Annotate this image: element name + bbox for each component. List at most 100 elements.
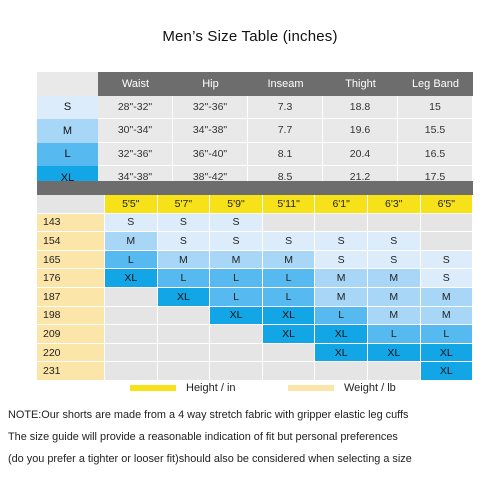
weight-legend-swatch [288, 385, 334, 391]
weight-label-cell: 165 [37, 250, 105, 270]
size-cell: S [367, 232, 421, 251]
empty-cell [315, 213, 368, 233]
size-cell: XL [420, 362, 473, 381]
size-cell: L [157, 269, 211, 288]
size-cell: M [367, 306, 421, 326]
table-cell: 28"-32" [98, 95, 173, 119]
size-cell: XL [262, 325, 316, 344]
column-header-inseam: Inseam [248, 72, 323, 96]
note-line: (do you prefer a tighter or looser fit)s… [8, 453, 412, 465]
measurement-table: Waist Hip Inseam Thight Leg Band S 28"-3… [37, 72, 473, 190]
measurement-header-row: Waist Hip Inseam Thight Leg Band [37, 72, 473, 96]
empty-cell [157, 306, 211, 326]
legend-height: Height / in [130, 382, 236, 394]
table-cell: 7.3 [248, 95, 323, 119]
size-cell: S [157, 213, 211, 233]
table-cell: 16.5 [398, 142, 473, 166]
size-label: M [37, 119, 98, 143]
empty-cell [420, 232, 473, 251]
size-cell: S [315, 232, 368, 251]
size-cell: S [420, 269, 473, 288]
size-cell: M [157, 250, 211, 270]
size-cell: M [105, 232, 158, 251]
empty-cell [367, 213, 421, 233]
height-header-cell: 5'9" [210, 195, 263, 214]
height-header-cell: 6'5" [420, 195, 473, 214]
weight-label-cell: 209 [37, 325, 105, 344]
table-row: 231 XL [37, 362, 473, 381]
weight-label-cell: 154 [37, 232, 105, 251]
height-header-cell: 5'5" [105, 195, 158, 214]
empty-cell [157, 343, 211, 363]
empty-cell [105, 343, 158, 363]
weight-label-cell: 176 [37, 269, 105, 288]
table-cell: 15 [398, 95, 473, 119]
table-row: 176 XL L L L M M S [37, 269, 473, 288]
height-header-cell: 6'3" [367, 195, 421, 214]
size-cell: M [367, 287, 421, 307]
size-cell: L [367, 325, 421, 344]
size-cell: XL [157, 287, 211, 307]
table-row: 143 S S S [37, 213, 473, 233]
empty-cell [210, 325, 263, 344]
empty-cell [210, 343, 263, 363]
empty-cell [157, 362, 211, 381]
column-header-thigh: Thight [323, 72, 398, 96]
table-cell: 32"-36" [98, 142, 173, 166]
empty-cell [367, 362, 421, 381]
size-cell: L [315, 306, 368, 326]
weight-label-cell: 187 [37, 287, 105, 307]
table-cell: 7.7 [248, 119, 323, 143]
note-line: NOTE:Our shorts are made from a 4 way st… [8, 409, 409, 421]
size-cell: S [157, 232, 211, 251]
column-header-waist: Waist [98, 72, 173, 96]
table-cell: 20.4 [323, 142, 398, 166]
fit-grid: 5'5" 5'7" 5'9" 5'11" 6'1" 6'3" 6'5" 143 S S S 154 M… [37, 195, 473, 381]
empty-cell [157, 325, 211, 344]
size-cell: XL [210, 306, 263, 326]
grid-corner [37, 195, 105, 214]
size-cell: L [420, 325, 473, 344]
size-cell: M [210, 250, 263, 270]
column-header-leg-band: Leg Band [398, 72, 473, 96]
size-cell: XL [315, 343, 368, 363]
height-header-cell: 5'11" [262, 195, 316, 214]
size-cell: S [105, 213, 158, 233]
table-cell: 8.1 [248, 142, 323, 166]
table-cell: 30"-34" [98, 119, 173, 143]
table-row: 209 XL XL L L [37, 325, 473, 344]
size-cell: M [420, 306, 473, 326]
size-cell: S [367, 250, 421, 270]
column-header-hip: Hip [173, 72, 248, 96]
empty-cell [105, 306, 158, 326]
height-legend-label: Height / in [186, 382, 236, 394]
size-cell: M [315, 287, 368, 307]
size-cell: S [420, 250, 473, 270]
size-cell: M [262, 250, 316, 270]
size-cell: XL [367, 343, 421, 363]
empty-cell [210, 362, 263, 381]
fit-grid-body: 143 S S S 154 M S S S S S 165 L M M M S S S 176 XL L L L M M S 187 X… [37, 213, 473, 381]
table-row: 220 XL XL XL [37, 343, 473, 363]
empty-cell [105, 287, 158, 307]
weight-label-cell: 198 [37, 306, 105, 326]
size-cell: L [210, 269, 263, 288]
table-cell: 36"-40" [173, 142, 248, 166]
size-cell: M [315, 269, 368, 288]
size-label: L [37, 142, 98, 166]
size-label: S [37, 95, 98, 119]
empty-cell [315, 362, 368, 381]
size-cell: S [210, 213, 263, 233]
weight-legend-label: Weight / lb [344, 382, 396, 394]
weight-label-cell: 143 [37, 213, 105, 233]
table-row: L 32"-36" 36"-40" 8.1 20.4 16.5 [37, 142, 473, 166]
note-line: The size guide will provide a reasonable… [8, 431, 398, 443]
empty-cell [420, 213, 473, 233]
empty-cell [105, 362, 158, 381]
size-cell: M [367, 269, 421, 288]
table-corner [37, 72, 98, 96]
weight-label-cell: 220 [37, 343, 105, 363]
page-title: Men’s Size Table (inches) [162, 28, 338, 45]
empty-cell [262, 213, 316, 233]
size-cell: L [262, 269, 316, 288]
